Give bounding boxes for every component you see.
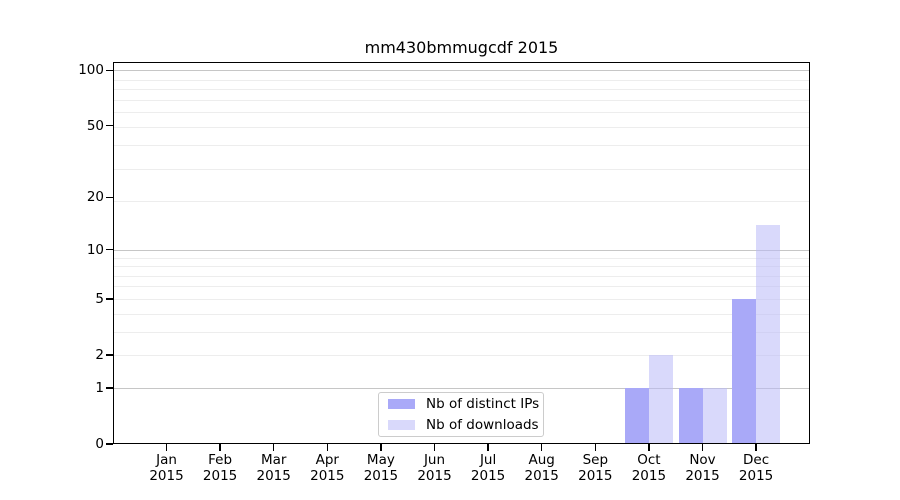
gridline-minor <box>113 89 810 91</box>
bar-downloads-dec <box>756 224 781 444</box>
x-tick-label: Apr 2015 <box>310 452 345 484</box>
bar-distinct-ips-nov <box>678 387 703 444</box>
y-tick <box>106 443 113 445</box>
y-tick-label: 0 <box>95 436 104 452</box>
gridline-minor <box>113 99 810 101</box>
x-tick <box>433 444 436 451</box>
gridline-minor <box>113 298 810 300</box>
gridline-minor <box>113 266 810 267</box>
gridline-minor <box>113 355 810 356</box>
legend: Nb of distinct IPs Nb of downloads <box>378 392 544 437</box>
x-tick <box>648 444 650 451</box>
y-tick-label: 10 <box>86 241 104 258</box>
y-tick-label: 20 <box>86 189 104 206</box>
x-tick <box>755 444 757 451</box>
y-tick <box>106 249 113 251</box>
gridline-minor <box>113 257 810 259</box>
x-tick-label: Aug 2015 <box>524 452 559 484</box>
bar-distinct-ips-oct <box>624 387 649 444</box>
legend-label-distinct-ips: Nb of distinct IPs <box>426 396 540 412</box>
x-tick <box>219 444 221 451</box>
x-tick <box>165 444 168 451</box>
bar-distinct-ips-dec <box>732 298 757 444</box>
legend-item-distinct-ips: Nb of distinct IPs <box>388 396 539 412</box>
x-tick-label: Feb 2015 <box>202 452 238 484</box>
x-tick <box>487 444 489 451</box>
y-tick-label: 100 <box>78 62 104 79</box>
x-tick <box>326 444 328 451</box>
y-tick <box>106 298 113 300</box>
bar-downloads-oct <box>648 355 673 444</box>
y-tick <box>106 69 113 71</box>
gridline-minor <box>113 201 810 203</box>
gridline-minor <box>113 275 810 277</box>
y-tick <box>106 387 113 389</box>
gridline-minor <box>113 331 810 333</box>
x-tick-label: Jan 2015 <box>149 452 184 484</box>
x-tick-label: Jul 2015 <box>470 452 506 484</box>
y-tick <box>106 354 113 356</box>
x-tick <box>701 444 704 451</box>
x-tick <box>541 444 543 451</box>
legend-swatch-distinct-ips <box>388 399 415 409</box>
x-tick-label: Nov 2015 <box>685 452 720 484</box>
gridline-minor <box>113 313 810 315</box>
gridline-major <box>113 387 810 389</box>
gridline-major <box>113 249 810 251</box>
gridline-minor <box>113 112 810 114</box>
x-tick-label: Mar 2015 <box>256 452 291 484</box>
chart-title: mm430bmmugcdf 2015 <box>364 38 559 57</box>
y-tick <box>106 196 113 199</box>
x-tick-label: Dec 2015 <box>738 452 774 484</box>
x-tick <box>380 444 382 451</box>
x-tick-label: Jun 2015 <box>417 452 452 484</box>
x-tick <box>273 444 275 451</box>
x-tick-label: May 2015 <box>363 452 399 484</box>
x-tick <box>594 444 596 451</box>
bar-downloads-nov <box>702 387 727 444</box>
legend-label-downloads: Nb of downloads <box>426 417 539 433</box>
gridline-minor <box>113 286 810 288</box>
legend-item-downloads: Nb of downloads <box>388 417 539 433</box>
gridline-minor <box>113 168 810 170</box>
y-tick-label: 5 <box>95 290 104 307</box>
gridline-minor <box>113 127 810 129</box>
x-tick-label: Sep 2015 <box>578 452 613 484</box>
gridline-minor <box>113 145 810 147</box>
legend-swatch-downloads <box>388 420 415 430</box>
y-tick-label: 2 <box>95 347 104 363</box>
y-tick <box>106 124 113 127</box>
y-tick-label: 1 <box>95 379 104 396</box>
y-tick-label: 50 <box>86 117 104 134</box>
plot-area <box>113 62 810 444</box>
gridline-major <box>113 70 810 72</box>
x-tick-label: Oct 2015 <box>631 452 667 484</box>
gridline-minor <box>113 79 810 81</box>
